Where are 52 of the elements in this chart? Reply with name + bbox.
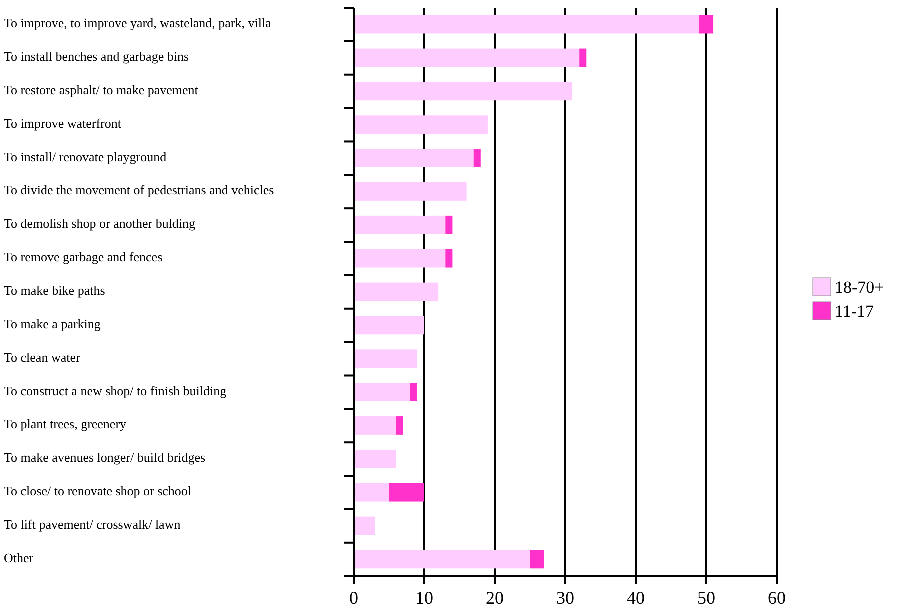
y-tick-label: To install/ renovate playground	[4, 149, 168, 164]
bar	[354, 483, 390, 502]
bar	[354, 149, 474, 168]
bar	[389, 483, 424, 502]
bar	[354, 516, 376, 536]
y-tick-label: To lift pavement/ crosswalk/ lawn	[4, 517, 182, 532]
bar	[699, 15, 714, 34]
bar	[354, 350, 418, 368]
bar	[580, 48, 587, 68]
bar	[474, 149, 481, 168]
x-tick-label: 50	[698, 588, 716, 608]
x-tick-label: 0	[350, 588, 358, 608]
y-tick-label: To make a parking	[4, 316, 102, 332]
bar	[354, 82, 573, 101]
y-tick-label: Other	[4, 550, 34, 566]
y-tick-label: To remove garbage and fences	[4, 250, 163, 265]
x-tick-label: 10	[416, 588, 434, 608]
bar	[354, 450, 396, 468]
bar	[396, 416, 404, 435]
bar	[354, 116, 488, 134]
y-tick-label: To demolish shop or another bulding	[4, 216, 196, 232]
x-tick-label: 60	[768, 588, 786, 608]
bar	[354, 550, 530, 569]
x-tick-label: 30	[556, 588, 574, 608]
bar	[354, 383, 410, 402]
y-tick-label: To clean water	[4, 350, 81, 365]
bar	[446, 249, 453, 268]
x-tick-label: 40	[627, 588, 645, 608]
bar	[354, 316, 424, 335]
y-tick-label: To divide the movement of pedestrians and vehicles	[4, 182, 274, 198]
bar	[354, 216, 446, 234]
x-tick-label: 20	[486, 588, 504, 608]
y-tick-label: To close/ to renovate shop or school	[4, 484, 192, 499]
bar	[530, 550, 544, 569]
y-tick-label: To improve, to improve yard, wasteland, park, villa	[4, 16, 272, 31]
y-tick-label: To make bike paths	[4, 282, 106, 298]
legend-label: 18-70+	[835, 278, 884, 297]
y-tick-label: To improve waterfront	[4, 116, 122, 131]
legend-label: 11-17	[835, 302, 875, 321]
y-tick-label: To construct a new shop/ to finish building	[4, 383, 228, 398]
y-tick-label: To install benches and garbage bins	[4, 48, 190, 64]
y-tick-label: To plant trees, greenery	[4, 416, 128, 432]
bar	[354, 416, 396, 435]
bar	[354, 15, 700, 34]
bar	[354, 282, 439, 302]
bar	[354, 48, 580, 68]
bar	[354, 249, 446, 268]
bar	[446, 216, 453, 234]
y-tick-label: To make avenues longer/ build bridges	[4, 450, 206, 466]
y-tick-label: To restore asphalt/ to make pavement	[4, 82, 199, 98]
bar	[410, 383, 418, 402]
bar	[354, 182, 467, 201]
